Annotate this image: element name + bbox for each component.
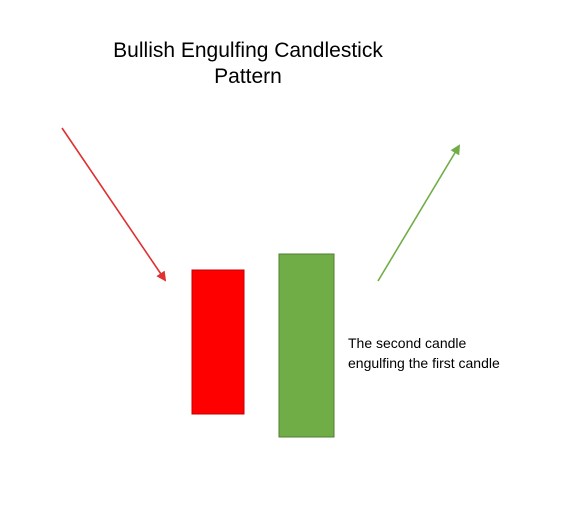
down-trend-arrow-icon: [61, 127, 167, 282]
bullish-candle: [278, 253, 335, 438]
diagram-title-line-1: Bullish Engulfing Candlestick: [113, 39, 383, 62]
annotation-line-2: engulfing the first candle: [348, 355, 500, 371]
diagram-title-line-2: Pattern: [214, 65, 282, 88]
annotation-line-1: The second candle: [348, 335, 467, 351]
up-trend-arrow-icon: [377, 144, 461, 282]
engulfing-annotation: The second candle engulfing the first ca…: [348, 333, 500, 373]
bearish-candle: [191, 269, 245, 415]
diagram-title: Bullish Engulfing Candlestick Pattern: [98, 38, 398, 90]
